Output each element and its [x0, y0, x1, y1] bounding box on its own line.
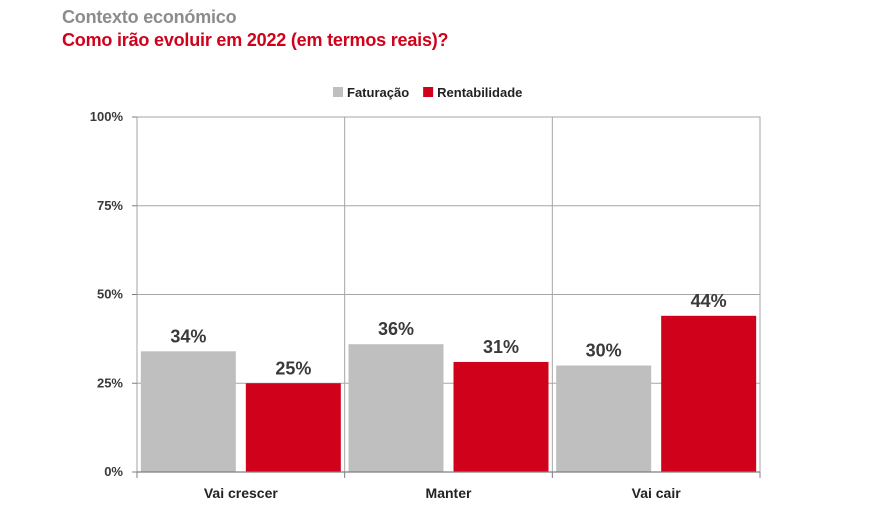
x-category-label: Manter — [426, 485, 472, 501]
x-category-label: Vai cair — [632, 485, 682, 501]
x-category-label: Vai crescer — [204, 485, 279, 501]
bar-faturacao — [556, 365, 652, 472]
data-label: 36% — [378, 319, 414, 339]
bar-rentabilidade — [245, 383, 341, 472]
y-axis-ticks: 0% 25% 50% 75% 100% — [90, 109, 124, 479]
y-tick-label: 50% — [97, 287, 123, 302]
legend: Faturação Rentabilidade — [333, 85, 522, 100]
y-tick-label: 75% — [97, 198, 123, 213]
legend-swatch — [333, 87, 343, 97]
bar-faturacao — [348, 344, 444, 472]
chart-header: Contexto económico Como irão evoluir em … — [62, 6, 449, 52]
plot-frame — [132, 116, 761, 478]
legend-swatch — [423, 87, 434, 97]
bar-rentabilidade — [661, 315, 757, 472]
bar-rentabilidade — [453, 361, 549, 472]
legend-label: Rentabilidade — [437, 85, 522, 100]
x-axis-categories: Vai crescer Manter Vai cair — [204, 485, 681, 501]
chart-supertitle: Contexto económico — [62, 7, 237, 27]
data-label: 44% — [691, 291, 727, 311]
chart-title: Como irão evoluir em 2022 (em termos rea… — [62, 30, 449, 50]
data-labels: 34% 25% 36% 31% 30% 44% — [170, 291, 726, 378]
data-label: 25% — [275, 358, 311, 378]
bar-faturacao — [140, 351, 236, 472]
y-tick-label: 100% — [90, 109, 124, 124]
data-label: 31% — [483, 337, 519, 357]
data-label: 30% — [586, 341, 622, 361]
legend-label: Faturação — [347, 85, 409, 100]
y-tick-label: 0% — [104, 464, 123, 479]
y-tick-label: 25% — [97, 375, 123, 390]
bars — [140, 315, 757, 472]
data-label: 34% — [170, 326, 206, 346]
